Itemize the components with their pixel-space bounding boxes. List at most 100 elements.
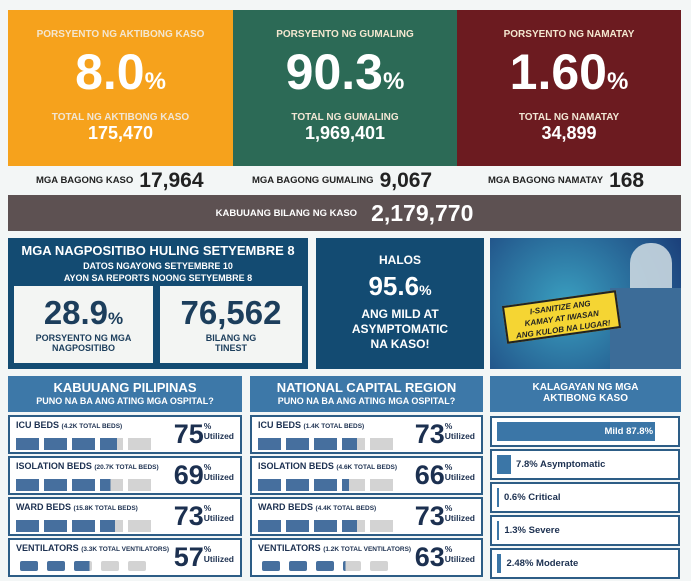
utilization-icons [16,479,151,491]
status-row: 2.48% Moderate [490,548,680,579]
status-row: 7.8% Asymptomatic [490,449,680,480]
resource-label: WARD BEDS (4.4K TOTAL BEDS) [258,502,377,512]
positivity-source: AYON SA REPORTS NOONG SETYEMBRE 8 [63,273,253,283]
resource-label: WARD BEDS (15.8K TOTAL BEDS) [16,502,138,512]
bed-icon [370,479,393,491]
new-recovered: MGA BAGONG GUMALING 9,067 [252,168,433,192]
status-bar [497,455,512,474]
bed-icon [72,438,95,450]
recovered-pct-label: PORSYENTO NG GUMALING [276,29,414,40]
utilization-row: ICU BEDS (1.4K TOTAL BEDS) 73% Utilized [250,415,483,454]
ventilator-icon [343,561,361,571]
status-bar [497,554,502,573]
ventilator-icon [289,561,307,571]
active-pct: 8.0% [75,44,166,100]
status-bar [497,521,500,540]
status-bar [497,488,499,507]
utilization-row: WARD BEDS (15.8K TOTAL BEDS) 73% Utilized [8,497,242,536]
status-row: 1.3% Severe [490,515,680,546]
bed-icon [314,520,337,532]
bed-icon [100,479,123,491]
bed-icon [258,438,281,450]
hospital-panel-subtitle: PUNO NA BA ANG ATING MGA OSPITAL? [36,396,214,406]
bed-icon [128,438,151,450]
hospital-panel-subtitle: PUNO NA BA ANG ATING MGA OSPITAL? [277,396,456,406]
positivity-date: DATOS NGAYONG SETYEMBRE 10 [83,261,233,271]
positivity-panel: MGA NAGPOSITIBO HULING SETYEMBRE 8 DATOS… [8,238,308,369]
ventilator-icon [128,561,146,571]
bed-icon [100,438,123,450]
bed-icon [100,520,123,532]
poster-sign: I-SANITIZE ANG KAMAY AT IWASAN ANG KULOB N… [501,290,622,344]
ventilator-icon [74,561,92,571]
utilization-row: VENTILATORS (3.3K TOTAL VENTILATORS) 57%… [8,538,242,577]
ventilator-icon [101,561,119,571]
bed-icon [342,438,365,450]
active-total-label: TOTAL NG AKTIBONG KASO [51,112,190,123]
ventilator-icon [316,561,334,571]
deaths-total: 34,899 [541,123,597,143]
deaths-panel: PORSYENTO NG NAMATAY 1.60% TOTAL NG NAMA… [457,10,681,166]
utilization-value: 66% Utilized [414,460,475,490]
status-label: 2.48% Moderate [506,558,579,569]
resource-label: ICU BEDS (1.4K TOTAL BEDS) [258,420,365,430]
bed-icon [16,479,39,491]
bed-icon [44,438,67,450]
status-row: Mild 87.8% [490,416,680,447]
bed-icon [370,520,393,532]
utilization-row: WARD BEDS (4.4K TOTAL BEDS) 73% Utilized [250,497,483,536]
bed-icon [128,520,151,532]
person-body [610,288,681,369]
recovered-total-label: TOTAL NG GUMALING [291,112,399,123]
utilization-icons [16,561,146,571]
ventilator-icon [20,561,38,571]
hospital-panel-title: KABUUANG PILIPINAS [53,380,197,395]
bed-icon [44,479,67,491]
bed-icon [286,438,309,450]
ventilator-icon [370,561,388,571]
utilization-row: ISOLATION BEDS (20.7K TOTAL BEDS) 69% Uti… [8,456,242,495]
utilization-value: 73% Utilized [173,501,234,531]
recovered-panel: PORSYENTO NG GUMALING 90.3% TOTAL NG GUM… [233,10,457,166]
total-cases-bar: KABUUANG BILANG NG KASO 2,179,770 [8,195,681,231]
status-bar: Mild 87.8% [497,422,656,441]
resource-label: ISOLATION BEDS (4.6K TOTAL BEDS) [258,461,398,471]
resource-label: VENTILATORS (3.3K TOTAL VENTILATORS) [16,543,170,553]
sanitize-poster: I-SANITIZE ANG KAMAY AT IWASAN ANG KULOB N… [490,238,681,369]
hospital-panel-header: NATIONAL CAPITAL REGION PUNO NA BA ANG A… [250,376,483,412]
status-header: KALAGAYAN NG MGA AKTIBONG KASO [490,376,681,412]
active-pct-label: PORSYENTO NG AKTIBONG KASO [36,29,205,40]
bed-icon [258,479,281,491]
utilization-value: 69% Utilized [173,460,234,490]
resource-label: ISOLATION BEDS (20.7K TOTAL BEDS) [16,461,159,471]
bed-icon [16,520,39,532]
utilization-icons [258,479,393,491]
status-label: 7.8% Asymptomatic [516,459,606,470]
bed-icon [370,438,393,450]
status-row: 0.6% Critical [490,482,680,513]
bed-icon [314,438,337,450]
bed-icon [128,479,151,491]
utilization-icons [258,438,393,450]
utilization-row: ISOLATION BEDS (4.6K TOTAL BEDS) 66% Util… [250,456,483,495]
utilization-row: VENTILATORS (1.2K TOTAL VENTILATORS) 63%… [250,538,483,577]
bed-icon [286,479,309,491]
hospital-panel-title: NATIONAL CAPITAL REGION [276,380,457,395]
bed-icon [342,520,365,532]
utilization-row: ICU BEDS (4.2K TOTAL BEDS) 75% Utilized [8,415,242,454]
hospital-panel-header: KABUUANG PILIPINAS PUNO NA BA ANG ATING … [8,376,242,412]
deaths-pct-label: PORSYENTO NG NAMATAY [503,29,635,40]
total-cases-value: 2,179,770 [371,199,474,226]
ventilator-icon [47,561,65,571]
bed-icon [258,520,281,532]
new-cases: MGA BAGONG KASO 17,964 [36,168,204,192]
bed-icon [286,520,309,532]
bed-icon [72,479,95,491]
utilization-icons [258,520,393,532]
positivity-rate-card: 28.9% PORSYENTO NG MGA NAGPOSITIBO [14,286,153,363]
status-label: 1.3% Severe [504,525,560,536]
mild-panel: HALOS 95.6% ANG MILD AT ASYMPTOMATIC NA … [316,238,484,369]
utilization-value: 75% Utilized [173,419,234,449]
bed-icon [16,438,39,450]
ventilator-icon [262,561,280,571]
